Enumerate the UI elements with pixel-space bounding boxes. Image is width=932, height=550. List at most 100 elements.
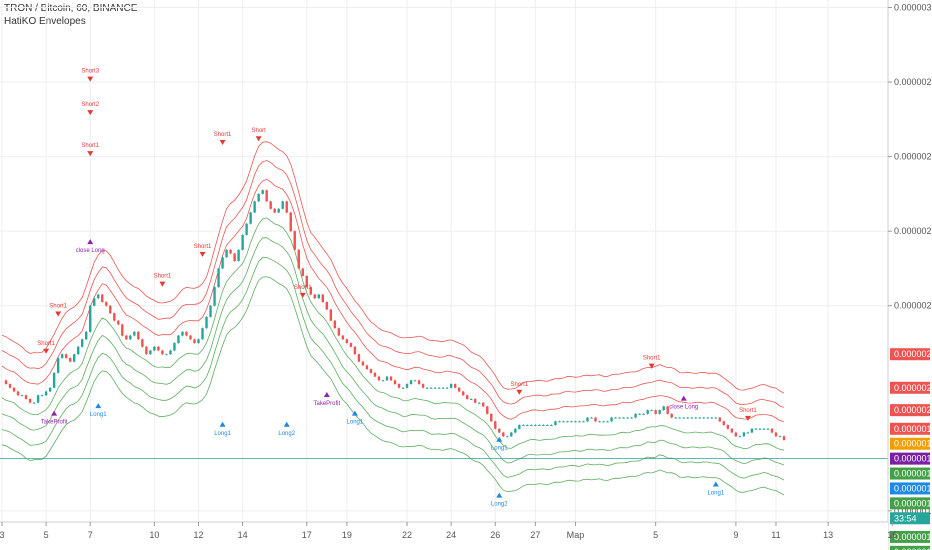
price-scale[interactable]: 0.00000310 0.00000290 0.00000270 0.00000250… [887, 0, 932, 550]
candle [646, 410, 649, 414]
candle [658, 410, 661, 414]
price-badge-label: 0.00000180 [894, 532, 932, 542]
candle [52, 372, 56, 388]
candle [68, 357, 72, 362]
short-arrow-icon [219, 139, 226, 145]
candle [474, 398, 477, 403]
candle [269, 201, 272, 209]
candle [662, 406, 665, 411]
candle [329, 309, 333, 321]
candle [506, 436, 509, 438]
candle [409, 380, 413, 385]
short-arrow-icon [87, 151, 94, 157]
candle [421, 384, 425, 388]
candle [594, 417, 597, 422]
time-tick-label: 16 [887, 530, 897, 540]
candle [281, 201, 284, 209]
candle [165, 354, 168, 356]
lower-envelope-line [1, 256, 785, 481]
candle [582, 421, 585, 423]
candle [554, 421, 557, 426]
candle [205, 316, 208, 329]
candle [157, 346, 160, 351]
candle [710, 417, 714, 419]
time-tick-label: 19 [342, 530, 352, 540]
candle [277, 208, 280, 213]
candle [494, 421, 497, 429]
price-badge [890, 467, 930, 480]
candle [461, 391, 465, 396]
candle [614, 417, 617, 419]
candle [20, 395, 24, 397]
candle [514, 428, 517, 433]
candle [630, 417, 633, 419]
candle [610, 417, 613, 422]
trade-label: Long1 [707, 490, 724, 496]
short-arrow-icon [648, 363, 655, 369]
lower-envelope-line [1, 237, 785, 466]
trade-label: Long1 [90, 412, 107, 418]
candle [730, 428, 734, 433]
candle [161, 350, 164, 355]
price-badge-label: 0.00000197 [894, 424, 932, 434]
price-badge-label: 0.00000188 [894, 469, 932, 479]
candle [770, 428, 774, 433]
trade-label: Long2 [491, 502, 508, 508]
price-badge [890, 437, 930, 450]
time-tick-label: 17 [302, 530, 312, 540]
candle [76, 346, 80, 355]
candle [674, 417, 677, 419]
long-arrow-icon [712, 481, 719, 487]
candle [522, 425, 525, 427]
price-badge [890, 348, 930, 361]
candle [81, 339, 84, 347]
candle [401, 387, 405, 389]
candle [273, 208, 276, 213]
candle [678, 417, 681, 419]
candle [125, 335, 128, 340]
price-badge-label: 0.00000217 [894, 349, 932, 359]
price-badge-label: 0.00000189 [894, 454, 932, 464]
candle [546, 425, 549, 427]
time-tick-label: 11 [771, 530, 780, 540]
candle [313, 294, 317, 299]
candle [566, 421, 569, 423]
candle [253, 201, 256, 213]
candle [690, 417, 693, 419]
trade-label: Short1 [643, 356, 661, 362]
candles[interactable] [4, 189, 786, 441]
time-tick-label: 5 [44, 530, 49, 540]
indicator-name[interactable]: HatiKO Envelopes [4, 16, 86, 27]
long-arrow-icon [323, 391, 330, 397]
envelope-lines [1, 141, 785, 496]
candle [758, 428, 762, 430]
candle [101, 294, 104, 303]
candle [441, 387, 445, 389]
price-badge [890, 512, 930, 525]
candle [726, 425, 730, 429]
price-badge-label: 0.00000189 [894, 439, 932, 449]
candle [638, 413, 641, 415]
candle [64, 354, 68, 358]
trade-label: Short2 [81, 102, 99, 108]
candle [44, 391, 48, 396]
trade-label: Long1 [491, 446, 508, 452]
candle [437, 387, 441, 389]
price-badge [890, 422, 930, 435]
candle [750, 428, 754, 433]
price-badge [890, 404, 930, 417]
candle [229, 249, 232, 254]
long-arrow-icon [496, 492, 503, 498]
time-tick-label: Мар [567, 530, 585, 540]
candle [622, 417, 625, 419]
candle [185, 331, 188, 336]
candle [309, 287, 312, 295]
short-arrow-icon [199, 251, 206, 257]
candle [486, 406, 489, 414]
candle [762, 428, 766, 430]
candle [498, 428, 501, 433]
candle [149, 350, 152, 355]
time-scale[interactable]: 3 5 7 10 12 14 17 19 22 24 26 27 Мар 5 9 11 13 16 [0, 521, 897, 550]
candle [16, 391, 20, 396]
